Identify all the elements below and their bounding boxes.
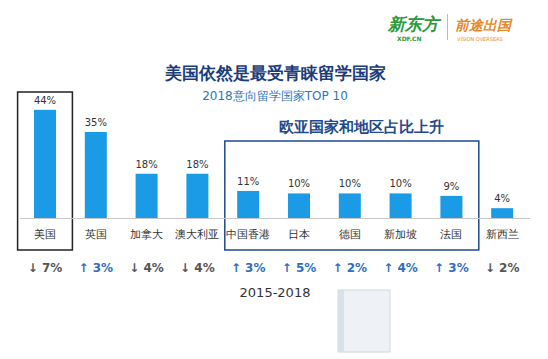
highlight-box — [18, 92, 73, 250]
annotation: 欧亚国家和地区占比上升 — [279, 118, 444, 136]
logo-text: VISION OVERSEAS — [457, 36, 503, 42]
logo-text: 前途出国 — [455, 17, 513, 33]
category-label: 德国 — [339, 228, 361, 240]
change-label: ↓ 7% — [28, 261, 63, 275]
data-label: 11% — [237, 176, 259, 187]
data-label: 18% — [186, 159, 208, 170]
bar — [288, 193, 310, 218]
change-label: ↓ 4% — [129, 261, 164, 275]
change-label: ↑ 3% — [434, 261, 469, 275]
category-label: 新西兰 — [486, 228, 519, 240]
category-label: 美国 — [34, 228, 56, 240]
data-label: 18% — [135, 159, 157, 170]
book-decoration — [338, 290, 390, 352]
change-label: ↓ 4% — [180, 261, 215, 275]
chart: 新东方XDF.CN 前途出国 VISION OVERSEAS 美国依然是最受青睐留学国… — [0, 0, 548, 359]
data-label: 10% — [288, 178, 310, 189]
bars — [34, 110, 513, 218]
change-label: ↑ 3% — [78, 261, 113, 275]
category-label: 日本 — [288, 228, 310, 240]
bar — [85, 132, 107, 218]
period-label: 2015-2018 — [240, 285, 311, 300]
data-label: 44% — [34, 95, 56, 106]
book-decoration — [338, 290, 344, 352]
change-label: ↑ 2% — [332, 261, 367, 275]
bar — [34, 110, 56, 218]
category-label: 澳大利亚 — [175, 228, 219, 240]
logo-divider — [447, 14, 448, 40]
category-label: 中国香港 — [226, 228, 270, 240]
title: 美国依然是最受青睐留学国家 — [164, 63, 386, 83]
bar — [237, 191, 259, 218]
logo-text: XDF.CN — [397, 35, 422, 42]
change-label: ↑ 4% — [383, 261, 418, 275]
data-label: 9% — [443, 181, 459, 192]
data-label: 35% — [85, 117, 107, 128]
data-label: 10% — [339, 178, 361, 189]
category-label: 法国 — [440, 228, 462, 240]
bar — [440, 196, 462, 218]
baseline — [20, 218, 530, 219]
bar — [390, 193, 412, 218]
data-label: 4% — [494, 193, 510, 204]
category-label: 英国 — [85, 228, 107, 240]
bar — [339, 193, 361, 218]
background — [0, 0, 548, 359]
bar — [136, 174, 158, 218]
highlight-box — [225, 141, 479, 250]
change-label: ↑ 5% — [282, 261, 317, 275]
data-label: 10% — [389, 178, 411, 189]
bar — [186, 174, 208, 218]
bar — [491, 208, 513, 218]
category-label: 加拿大 — [130, 228, 163, 240]
subtitle: 2018意向留学国家TOP 10 — [202, 89, 348, 103]
change-label: ↑ 3% — [231, 261, 266, 275]
change-label: ↓ 2% — [485, 261, 520, 275]
logo-text: 新东方 — [387, 14, 442, 34]
category-label: 新加坡 — [384, 228, 417, 240]
